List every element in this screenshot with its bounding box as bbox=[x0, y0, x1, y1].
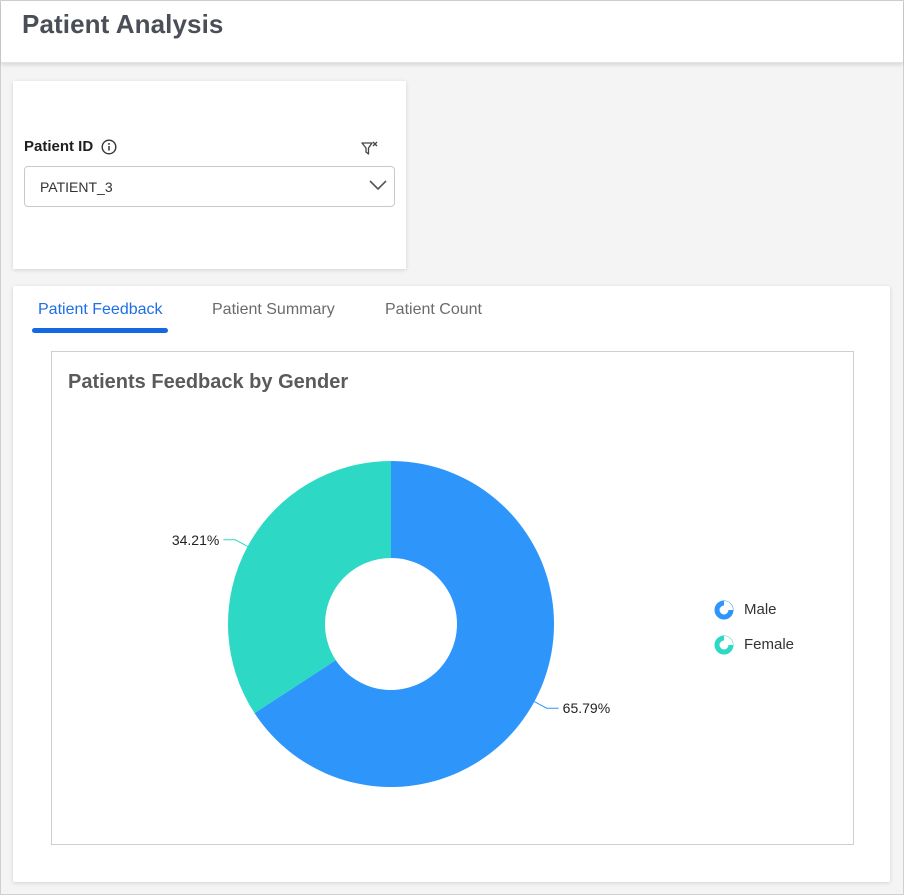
data-label-connector-female bbox=[223, 539, 248, 547]
tab-patient-summary[interactable]: Patient Summary bbox=[212, 301, 335, 318]
page-title: Patient Analysis bbox=[22, 9, 224, 39]
page-header: Patient Analysis bbox=[1, 1, 903, 63]
legend-label-male: Male bbox=[744, 601, 777, 618]
donut-slice-male[interactable] bbox=[254, 461, 554, 787]
tab-patient-count[interactable]: Patient Count bbox=[385, 301, 482, 318]
patient-filter-card: Patient ID PATIENT_3 bbox=[13, 81, 406, 269]
legend-marker-female bbox=[714, 635, 734, 654]
legend-item-female[interactable]: Female bbox=[714, 627, 794, 662]
patient-id-select[interactable]: PATIENT_3 bbox=[24, 166, 395, 207]
chevron-down-icon[interactable] bbox=[368, 178, 388, 192]
feedback-chart: Patients Feedback by Gender 65.79% 34.21%… bbox=[51, 351, 854, 845]
filter-label: Patient ID bbox=[24, 138, 94, 155]
chart-legend: Male Female bbox=[714, 592, 794, 662]
tab-patient-feedback[interactable]: Patient Feedback bbox=[38, 301, 163, 318]
tabs-card: Patient Feedback Patient Summary Patient… bbox=[13, 286, 890, 882]
info-icon[interactable] bbox=[101, 138, 117, 155]
legend-item-male[interactable]: Male bbox=[714, 592, 794, 627]
filter-label-row: Patient ID bbox=[24, 138, 117, 155]
chart-title: Patients Feedback by Gender bbox=[68, 371, 349, 393]
donut-chart: 65.79% 34.21% bbox=[172, 461, 610, 787]
clear-filter-icon[interactable] bbox=[360, 139, 380, 159]
legend-label-female: Female bbox=[744, 636, 795, 653]
active-tab-indicator bbox=[32, 328, 168, 333]
legend-marker-male bbox=[714, 600, 734, 619]
data-label-female: 34.21% bbox=[172, 532, 219, 548]
data-label-connector-male bbox=[534, 701, 559, 709]
patient-id-value: PATIENT_3 bbox=[40, 179, 113, 195]
data-label-male: 65.79% bbox=[563, 700, 610, 716]
donut-slice-female[interactable] bbox=[227, 461, 391, 714]
